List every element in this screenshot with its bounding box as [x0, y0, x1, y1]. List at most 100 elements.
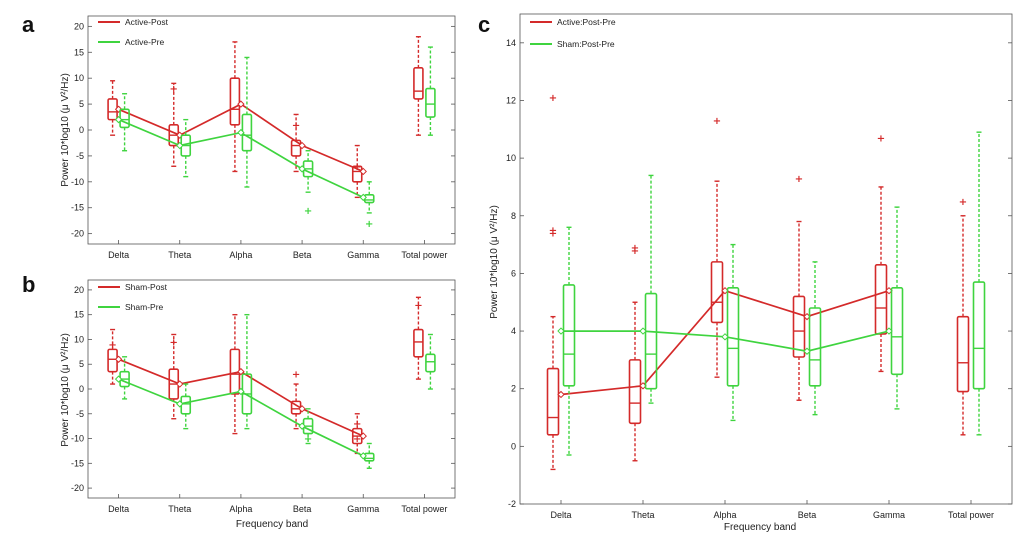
- mean-marker: [359, 193, 367, 202]
- panel-b-ticks: -20 -15 -10 -5 0 5 10 15 20 Delta Theta Alpha Beta Ga…: [71, 285, 455, 514]
- y-tick-label: 10: [74, 334, 84, 344]
- box: [425, 353, 436, 373]
- series-sham-pre: +: [114, 313, 436, 469]
- y-tick-label: -10: [71, 177, 84, 187]
- x-tick-label: Delta: [550, 510, 571, 520]
- panel-c-ticks: -2 0 2 4 6 8 10 12 14 Delta Theta Alpha Beta Gamma Tot…: [506, 38, 1012, 520]
- outlier: +: [170, 84, 178, 95]
- x-tick-label: Beta: [293, 504, 312, 514]
- outlier: +: [292, 120, 300, 131]
- box: [972, 281, 986, 390]
- box: [628, 359, 642, 425]
- outlier: +: [549, 226, 557, 237]
- panel-a-y-axis-label: Power 10*log10 (μ V²/Hz): [60, 73, 71, 187]
- y-tick-label: 20: [74, 21, 84, 31]
- x-tick-label: Delta: [108, 250, 129, 260]
- mean-marker: [237, 100, 245, 108]
- panel-b-plot-area: [87, 279, 456, 499]
- x-tick-label: Beta: [293, 250, 312, 260]
- panel-a-ticks: -20 -15 -10 -5 0 5 10 15 20 Delta Theta Alpha Beta Ga…: [71, 21, 455, 260]
- series-active-post-pre: +++++++++: [546, 93, 970, 471]
- panel-c-letter: c: [478, 12, 490, 37]
- mean-marker: [885, 327, 893, 335]
- x-tick-label: Alpha: [229, 504, 252, 514]
- outlier: +: [108, 340, 116, 351]
- outlier: +: [959, 197, 967, 208]
- outlier: +: [292, 370, 300, 381]
- mean-marker: [803, 347, 811, 355]
- mean-marker: [557, 390, 565, 399]
- box: [425, 87, 436, 118]
- panel-a-plot-area: [87, 15, 456, 245]
- mean-marker: [176, 131, 184, 139]
- panel-c-x-axis-label: Frequency band: [724, 522, 796, 533]
- mean-marker: [237, 387, 245, 396]
- mean-marker: [298, 141, 306, 150]
- outlier: +: [713, 116, 721, 127]
- panel-b-y-axis-label: Power 10*log10 (μ V²/Hz): [60, 333, 71, 447]
- panel-c-marks: +++++++++: [546, 93, 986, 471]
- y-tick-label: -10: [71, 434, 84, 444]
- outlier: +: [353, 419, 361, 430]
- box: [413, 67, 424, 100]
- panel-c-y-axis-label: Power 10*log10 (μ V²/Hz): [489, 205, 500, 319]
- y-tick-label: 0: [79, 125, 84, 135]
- y-tick-label: -5: [76, 409, 84, 419]
- mean-marker: [176, 141, 184, 150]
- y-tick-label: -15: [71, 203, 84, 213]
- box: [644, 292, 658, 390]
- box: [956, 315, 970, 393]
- mean-marker: [557, 327, 565, 335]
- mean-marker: [237, 128, 245, 137]
- y-tick-label: 12: [506, 95, 516, 105]
- y-tick-label: 2: [511, 384, 516, 394]
- outlier: +: [353, 434, 361, 445]
- outlier: +: [631, 246, 639, 257]
- series-active-pre: ++: [114, 46, 436, 230]
- y-tick-label: 14: [506, 38, 516, 48]
- y-tick-label: 6: [511, 268, 516, 278]
- outlier: +: [795, 174, 803, 185]
- box: [808, 307, 822, 387]
- y-tick-label: 20: [74, 285, 84, 295]
- mean-marker: [298, 422, 306, 430]
- y-tick-label: 10: [506, 153, 516, 163]
- outlier: +: [877, 133, 885, 144]
- x-tick-label: Total power: [948, 510, 994, 520]
- panel-a-marks: +++++: [107, 36, 436, 230]
- mean-marker: [359, 167, 367, 176]
- mean-marker: [176, 400, 184, 408]
- x-tick-label: Delta: [108, 504, 129, 514]
- box: [710, 261, 724, 324]
- y-tick-label: 15: [74, 310, 84, 320]
- series-active-post: + + +: [107, 36, 424, 199]
- mean-marker: [639, 327, 647, 335]
- outlier: +: [549, 229, 557, 240]
- mean-marker: [298, 405, 306, 413]
- x-tick-label: Gamma: [347, 250, 379, 260]
- mean-marker: [114, 355, 123, 363]
- mean-marker: [298, 165, 306, 173]
- box: [562, 284, 576, 387]
- outlier: +: [304, 206, 312, 217]
- legend-label: Sham:Post-Pre: [557, 39, 615, 49]
- y-tick-label: 8: [511, 211, 516, 221]
- mean-marker: [359, 432, 367, 440]
- y-tick-label: 10: [74, 73, 84, 83]
- outlier: +: [365, 219, 373, 230]
- panel-b-marks: + + + + + + +: [107, 296, 436, 469]
- y-tick-label: 0: [511, 441, 516, 451]
- box: [792, 295, 806, 358]
- panel-b: b -20 -15 -10 -5 0 5 10 15 20 Delta Theta Alpha Beta…: [22, 272, 456, 530]
- x-tick-label: Alpha: [229, 250, 252, 260]
- x-tick-label: Theta: [168, 250, 191, 260]
- panel-a: a -20 -15 -10 -5 0 5 10 15 20 Delta Theta Alpha Beta…: [22, 12, 456, 260]
- mean-marker: [114, 115, 123, 124]
- y-tick-label: 5: [79, 99, 84, 109]
- legend-label: Active-Post: [125, 17, 169, 27]
- panel-c-plot-area: [519, 13, 1013, 505]
- outlier: +: [549, 93, 557, 104]
- mean-marker: [176, 380, 184, 388]
- x-tick-label: Alpha: [713, 510, 736, 520]
